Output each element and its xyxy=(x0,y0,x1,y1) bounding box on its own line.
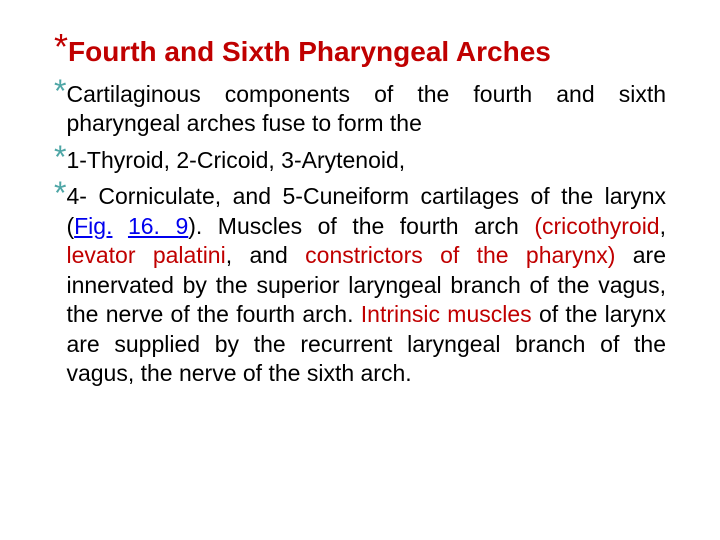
figure-link[interactable]: Fig. xyxy=(74,213,112,239)
asterisk-icon: * xyxy=(54,75,66,109)
body-text: Cartilaginous components of the fourth a… xyxy=(66,75,666,139)
highlight-text: constrictors of the pharynx) xyxy=(305,242,615,268)
asterisk-icon: * xyxy=(54,141,66,175)
asterisk-icon: * xyxy=(54,177,66,211)
body-text: 1-Thyroid, 2-Cricoid, 3-Arytenoid, xyxy=(66,141,405,175)
body-text: 4- Corniculate, and 5-Cuneiform cartilag… xyxy=(66,177,666,388)
text-run xyxy=(112,213,128,239)
bullet-item: * Cartilaginous components of the fourth… xyxy=(54,75,666,139)
highlight-text: levator palatini xyxy=(66,242,225,268)
bullet-item: * 4- Corniculate, and 5-Cuneiform cartil… xyxy=(54,177,666,388)
title-row: * Fourth and Sixth Pharyngeal Arches xyxy=(54,28,666,69)
slide: * Fourth and Sixth Pharyngeal Arches * C… xyxy=(0,0,720,540)
slide-title: Fourth and Sixth Pharyngeal Arches xyxy=(68,28,551,69)
figure-link[interactable]: 16. 9 xyxy=(128,213,188,239)
text-run: ). Muscles of the fourth arch xyxy=(188,213,534,239)
highlight-text: (cricothyroid xyxy=(534,213,659,239)
text-run: , and xyxy=(226,242,305,268)
asterisk-icon: * xyxy=(54,28,68,66)
bullet-item: * 1-Thyroid, 2-Cricoid, 3-Arytenoid, xyxy=(54,141,666,175)
text-run: , xyxy=(660,213,666,239)
highlight-text: Intrinsic muscles xyxy=(361,301,532,327)
